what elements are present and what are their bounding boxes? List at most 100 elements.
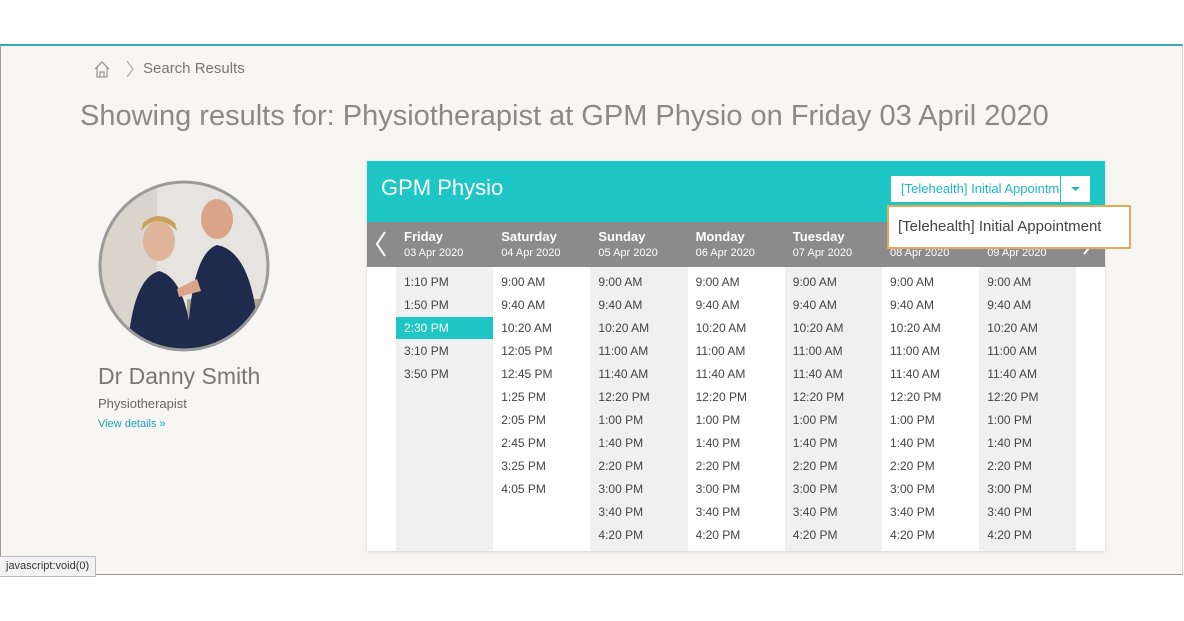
time-slot[interactable]: 1:00 PM	[987, 413, 1032, 427]
time-slot[interactable]: 12:05 PM	[501, 344, 553, 358]
breadcrumb-current[interactable]: Search Results	[143, 60, 245, 77]
time-slot[interactable]: 3:00 PM	[890, 482, 935, 496]
time-slot[interactable]: 11:00 AM	[598, 344, 649, 358]
time-slot[interactable]: 10:20 AM	[890, 321, 941, 335]
time-slot[interactable]: 9:00 AM	[695, 275, 740, 289]
time-slot[interactable]: 2:20 PM	[890, 459, 935, 473]
day-column	[784, 267, 882, 551]
day-date: 05 Apr 2020	[598, 247, 658, 259]
day-name: Friday	[404, 229, 444, 244]
time-slot[interactable]: 2:45 PM	[501, 436, 546, 450]
time-slot[interactable]: 11:00 AM	[987, 344, 1037, 358]
time-slot[interactable]: 9:00 AM	[598, 275, 643, 289]
time-slot[interactable]: 12:20 PM	[598, 390, 650, 404]
day-name: Sunday	[598, 229, 646, 244]
day-date: 03 Apr 2020	[404, 247, 464, 259]
time-slot[interactable]: 1:40 PM	[792, 436, 838, 450]
dropdown-option[interactable]: [Telehealth] Initial Appointment	[887, 205, 1131, 249]
day-name: Saturday	[501, 229, 557, 244]
time-slot[interactable]: 9:00 AM	[792, 275, 837, 289]
time-slot[interactable]: 9:00 AM	[987, 275, 1032, 289]
practitioner-name: Dr Danny Smith	[98, 363, 261, 389]
status-bar: javascript:void(0)	[0, 556, 97, 577]
time-slot[interactable]: 1:00 PM	[598, 413, 644, 427]
time-slot[interactable]: 9:40 AM	[987, 298, 1032, 312]
time-slot[interactable]: 4:20 PM	[695, 528, 741, 542]
time-slot[interactable]: 2:20 PM	[695, 459, 741, 473]
prev-arrow[interactable]	[371, 228, 391, 260]
day-column	[396, 267, 494, 551]
time-slot[interactable]: 3:00 PM	[987, 482, 1032, 496]
time-slot[interactable]: 1:00 PM	[792, 413, 838, 427]
time-slot[interactable]: 11:00 AM	[890, 344, 940, 358]
time-slot[interactable]: 9:00 AM	[890, 275, 935, 289]
time-slot[interactable]: 3:40 PM	[987, 505, 1032, 519]
time-slot[interactable]: 1:40 PM	[987, 436, 1032, 450]
time-slot[interactable]: 3:00 PM	[792, 482, 838, 496]
time-slot[interactable]: 2:20 PM	[792, 459, 838, 473]
time-slot[interactable]: 12:45 PM	[501, 367, 553, 381]
time-slot[interactable]: 3:00 PM	[598, 482, 644, 496]
time-slot[interactable]: 1:40 PM	[695, 436, 741, 450]
time-slot[interactable]: 1:25 PM	[501, 390, 546, 404]
practitioner-photo	[98, 180, 270, 352]
time-slot[interactable]: 4:20 PM	[987, 528, 1032, 542]
day-date: 09 Apr 2020	[987, 247, 1047, 259]
time-slot[interactable]: 9:40 AM	[598, 298, 643, 312]
time-slot[interactable]: 10:20 AM	[695, 321, 747, 335]
time-slot[interactable]: 1:40 PM	[598, 436, 644, 450]
time-slot[interactable]: 12:20 PM	[890, 390, 942, 404]
time-slot[interactable]: 9:40 AM	[501, 298, 546, 312]
time-slot[interactable]: 1:00 PM	[695, 413, 741, 427]
select-arrow[interactable]	[1061, 176, 1090, 202]
time-slot[interactable]: 9:40 AM	[792, 298, 837, 312]
time-slot[interactable]: 11:40 AM	[695, 367, 746, 381]
time-slot[interactable]: 11:40 AM	[598, 367, 649, 381]
time-slot[interactable]: 4:05 PM	[501, 482, 546, 496]
time-slot[interactable]: 2:05 PM	[501, 413, 546, 427]
time-slot[interactable]: 9:40 AM	[695, 298, 740, 312]
time-slot[interactable]: 1:50 PM	[404, 298, 449, 312]
time-slot[interactable]: 11:00 AM	[792, 344, 843, 358]
time-slot[interactable]: 2:30 PM	[396, 317, 493, 339]
breadcrumb-icons	[94, 60, 134, 78]
time-slot[interactable]: 3:25 PM	[501, 459, 546, 473]
time-slot[interactable]: 3:40 PM	[890, 505, 935, 519]
time-slot[interactable]: 11:40 AM	[890, 367, 940, 381]
time-slot[interactable]: 10:20 AM	[792, 321, 844, 335]
time-slot[interactable]: 3:40 PM	[792, 505, 838, 519]
time-slot[interactable]: 11:00 AM	[695, 344, 746, 358]
day-name: Monday	[695, 229, 745, 244]
appointment-select[interactable]: [Telehealth] Initial Appointment	[891, 176, 1060, 202]
time-slot[interactable]: 2:20 PM	[598, 459, 644, 473]
day-column	[590, 267, 688, 551]
time-slot[interactable]: 9:00 AM	[501, 275, 546, 289]
time-slot[interactable]: 12:20 PM	[792, 390, 845, 404]
time-slot[interactable]: 3:00 PM	[695, 482, 741, 496]
time-slot[interactable]: 10:20 AM	[501, 321, 552, 335]
time-slot[interactable]: 4:20 PM	[598, 528, 644, 542]
time-slot[interactable]: 4:20 PM	[890, 528, 935, 542]
time-slot[interactable]: 1:40 PM	[890, 436, 935, 450]
time-slot[interactable]: 1:10 PM	[404, 275, 449, 289]
time-slot[interactable]: 12:20 PM	[987, 390, 1039, 404]
time-slot[interactable]: 2:20 PM	[987, 459, 1032, 473]
day-date: 08 Apr 2020	[890, 247, 950, 259]
time-slot[interactable]: 12:20 PM	[695, 390, 747, 404]
view-details-link[interactable]: View details »	[98, 418, 166, 430]
practitioner-role: Physiotherapist	[98, 396, 187, 411]
time-slot[interactable]: 4:20 PM	[792, 528, 838, 542]
time-slot[interactable]: 10:20 AM	[987, 321, 1038, 335]
time-slot[interactable]: 11:40 AM	[792, 367, 843, 381]
time-slot[interactable]: 9:40 AM	[890, 298, 935, 312]
time-slot[interactable]: 3:10 PM	[404, 344, 449, 358]
time-slot[interactable]: 10:20 AM	[598, 321, 650, 335]
heading: Showing results for: Physiotherapist at …	[80, 100, 1049, 132]
time-slot[interactable]: 11:40 AM	[987, 367, 1037, 381]
time-slot[interactable]: 3:40 PM	[695, 505, 741, 519]
time-slot[interactable]: 3:50 PM	[404, 367, 449, 381]
time-slot[interactable]: 3:40 PM	[598, 505, 644, 519]
time-slot[interactable]: 1:00 PM	[890, 413, 935, 427]
day-name: Tuesday	[792, 229, 845, 244]
